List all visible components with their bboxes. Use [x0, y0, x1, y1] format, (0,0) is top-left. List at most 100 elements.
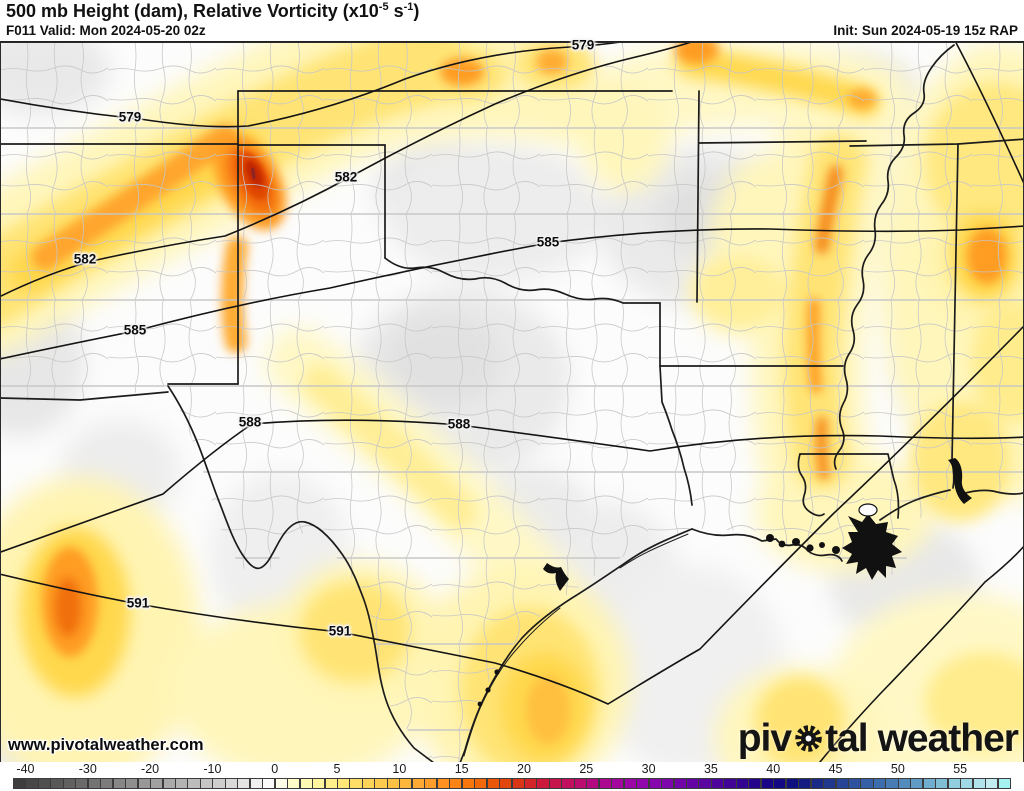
- colorbar-cell: [274, 778, 288, 789]
- pivotalweather-logo: piv tal weather: [738, 714, 1019, 764]
- colorbar-tick-label: 30: [641, 762, 656, 776]
- colorbar-cell: [312, 778, 326, 789]
- colorbar-cell: [735, 778, 749, 789]
- colorbar-tick-label: -10: [203, 762, 222, 776]
- colorbar-cell: [773, 778, 787, 789]
- colorbar-tick-label: 15: [454, 762, 469, 776]
- colorbar-cell: [723, 778, 737, 789]
- colorbar-cell: [25, 778, 39, 789]
- colorbar-cell: [748, 778, 762, 789]
- colorbar-cell: [972, 778, 986, 789]
- colorbar-cell: [872, 778, 887, 789]
- page-title: 500 mb Height (dam), Relative Vorticity …: [6, 1, 420, 21]
- gear-icon: [793, 720, 824, 764]
- contour-582: [0, 42, 695, 298]
- colorbar-tick-label: 50: [890, 762, 905, 776]
- colorbar-cell: [935, 778, 949, 789]
- colorbar-tick-label: 45: [828, 762, 843, 776]
- colorbar-cell: [636, 778, 650, 789]
- colorbar-cell: [187, 778, 201, 789]
- colorbar-cell: [997, 778, 1011, 789]
- colorbar-cell: [798, 778, 812, 789]
- colorbar: -40 -30 -20 -10 0 5 10 15 20 25 30 35 40 45 50 55: [0, 762, 1024, 791]
- colorbar-cell: [860, 778, 874, 789]
- colorbar-cell: [698, 778, 712, 789]
- colorbar-cell: [411, 778, 425, 789]
- colorbar-cell: [760, 778, 774, 789]
- colorbar-cell: [199, 778, 214, 789]
- colorbar-cell: [249, 778, 263, 789]
- contour-585: [0, 225, 1024, 360]
- colorbar-cell: [673, 778, 687, 789]
- mobile-bay: [948, 458, 972, 504]
- colorbar-cell: [785, 778, 799, 789]
- colorbar-cell: [461, 778, 475, 789]
- colorbar-tick-label: 10: [392, 762, 407, 776]
- watermark-url: www.pivotalweather.com: [8, 736, 204, 754]
- colorbar-cell: [449, 778, 463, 789]
- colorbar-cell: [13, 778, 27, 789]
- logo-text-weather: weather: [877, 717, 1019, 760]
- colorbar-cell: [910, 778, 924, 789]
- colorbar-cell: [499, 778, 513, 789]
- colorbar-cell: [474, 778, 488, 789]
- colorbar-cell: [162, 778, 176, 789]
- colorbar-cell: [523, 778, 538, 789]
- colorbar-tick-label: 55: [953, 762, 968, 776]
- colorbar-cell: [648, 778, 662, 789]
- colorbar-cell: [436, 778, 450, 789]
- colorbar-cell: [511, 778, 525, 789]
- colorbar-cell: [125, 778, 139, 789]
- colorbar-cell: [137, 778, 151, 789]
- colorbar-cell: [150, 778, 164, 789]
- colorbar-cell: [374, 778, 388, 789]
- contour-579: [0, 42, 627, 128]
- galveston-bay: [543, 563, 569, 591]
- colorbar-cell: [598, 778, 612, 789]
- colorbar-tick-label: 0: [271, 762, 279, 776]
- colorbar-tick-label: 25: [579, 762, 594, 776]
- colorbar-cell: [947, 778, 961, 789]
- colorbar-tick-label: 35: [703, 762, 718, 776]
- colorbar-tick-label: 20: [517, 762, 531, 776]
- colorbar-cell: [50, 778, 64, 789]
- colorbar-cell: [885, 778, 899, 789]
- colorbar-cell: [175, 778, 189, 789]
- colorbar-cell: [661, 778, 675, 789]
- colorbar-cell: [62, 778, 76, 789]
- colorbar-cell: [985, 778, 999, 789]
- colorbar-cell: [573, 778, 587, 789]
- colorbar-cell: [536, 778, 550, 789]
- height-contours: [0, 42, 1024, 763]
- colorbar-cell: [75, 778, 89, 789]
- colorbar-cell: [561, 778, 575, 789]
- colorbar-cell: [112, 778, 126, 789]
- colorbar-cell: [586, 778, 600, 789]
- colorbar-tick-label: -20: [141, 762, 160, 776]
- contour-591: [0, 325, 1024, 705]
- forecast-valid-label: F011 Valid: Mon 2024-05-20 02z: [6, 23, 206, 38]
- colorbar-cell: [361, 778, 376, 789]
- colorbar-cell: [399, 778, 413, 789]
- colorbar-cell: [611, 778, 625, 789]
- lake-pontchartrain: [858, 503, 878, 517]
- model-init-label: Init: Sun 2024-05-19 15z RAP: [833, 23, 1018, 38]
- colorbar-cell: [224, 778, 239, 789]
- colorbar-cell: [835, 778, 849, 789]
- contour-582-east: [954, 42, 1024, 186]
- colorbar-cell: [685, 778, 700, 789]
- colorbar-cell: [287, 778, 301, 789]
- colorbar-cell: [710, 778, 725, 789]
- colorbar-cell: [486, 778, 500, 789]
- colorbar-tick-label: -30: [78, 762, 97, 776]
- colorbar-cell: [100, 778, 114, 789]
- colorbar-cell: [810, 778, 824, 789]
- colorbar-tick-label: 5: [333, 762, 341, 776]
- colorbar-cell: [847, 778, 862, 789]
- colorbar-tick-label: 40: [766, 762, 781, 776]
- colorbar-cell: [897, 778, 911, 789]
- colorbar-cell: [212, 778, 226, 789]
- colorbar-cell: [623, 778, 637, 789]
- colorbar-cell: [299, 778, 313, 789]
- header: 500 mb Height (dam), Relative Vorticity …: [0, 0, 1024, 41]
